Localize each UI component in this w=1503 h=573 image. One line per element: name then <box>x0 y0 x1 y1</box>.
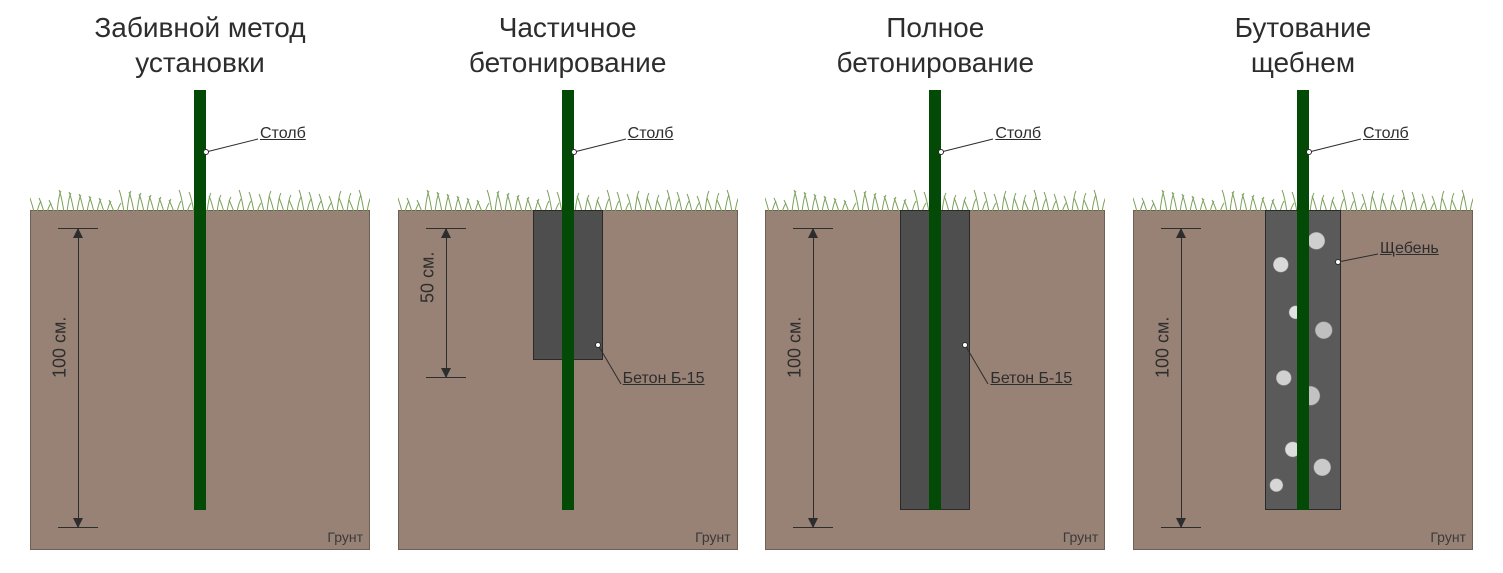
callout-stolb: Столб <box>628 125 674 143</box>
ground-label: Грунт <box>1063 529 1099 545</box>
diagram-stage: Грунт 100 см. Столб Щебень <box>1133 90 1473 550</box>
panel-full: Полное бетонирование Грунт 100 см. Столб… <box>755 0 1115 573</box>
dimension: 100 см. <box>58 228 98 528</box>
dimension-label: 100 см. <box>50 317 71 378</box>
dimension-label: 100 см. <box>1152 317 1173 378</box>
dimension: 100 см. <box>1161 228 1201 528</box>
panel-gravel: Бутование щебнем Грунт 100 см. Столб Щеб… <box>1123 0 1483 573</box>
ground-label: Грунт <box>695 529 731 545</box>
diagram-stage: Грунт 100 см. Столб <box>30 90 370 550</box>
panel-title: Бутование щебнем <box>1235 0 1372 90</box>
dimension: 100 см. <box>793 228 833 528</box>
callout-beton: Бетон Б-15 <box>990 370 1072 388</box>
dimension-label: 100 см. <box>785 317 806 378</box>
post <box>562 90 574 510</box>
callout-stolb: Столб <box>995 125 1041 143</box>
post <box>1297 90 1309 510</box>
post <box>194 90 206 510</box>
panel-title: Забивной метод установки <box>94 0 305 90</box>
panel-title: Частичное бетонирование <box>469 0 667 90</box>
callout-beton: Бетон Б-15 <box>623 370 705 388</box>
diagram-stage: Грунт 50 см. Столб Бетон Б-15 <box>398 90 738 550</box>
post <box>929 90 941 510</box>
panel-title: Полное бетонирование <box>837 0 1035 90</box>
panel-driven: Забивной метод установки Грунт 100 см. С… <box>20 0 380 573</box>
callout-scheben: Щебень <box>1380 240 1439 258</box>
panel-partial: Частичное бетонирование Грунт 50 см. Сто… <box>388 0 748 573</box>
dimension: 50 см. <box>426 228 466 378</box>
callout-stolb: Столб <box>260 125 306 143</box>
dimension-label: 50 см. <box>417 252 438 303</box>
diagram-stage: Грунт 100 см. Столб Бетон Б-15 <box>765 90 1105 550</box>
callout-stolb: Столб <box>1363 125 1409 143</box>
ground-label: Грунт <box>327 529 363 545</box>
ground-label: Грунт <box>1430 529 1466 545</box>
